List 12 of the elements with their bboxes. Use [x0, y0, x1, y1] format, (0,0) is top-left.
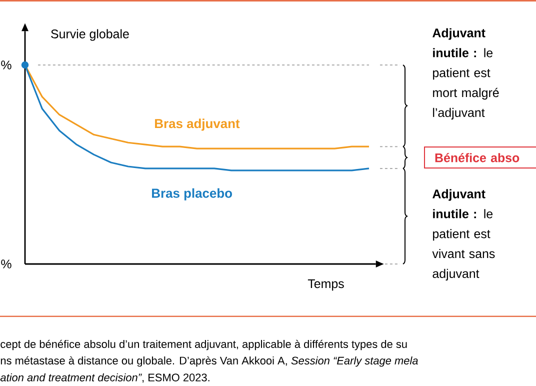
x-axis-title: Temps: [308, 279, 344, 291]
text: ns métastase à distance ou globale. D’après Van Akkooi A, Session “Early stage mela: [0, 356, 418, 367]
text: Adjuvant inutile : le patient est mort malgré l’adjuvant: [432, 28, 499, 120]
text: Adjuvant inutile : le patient est vivant sans adjuvant: [432, 189, 495, 280]
text: cept de bénéfice absolu d’un traitement adjuvant, applicable à différents types de su: [0, 340, 407, 350]
y-axis-title: Survie globale: [51, 29, 129, 41]
text: %: [1, 60, 12, 70]
text: ation and treatment decision”, ESMO 2023.: [0, 373, 210, 383]
text: Bénéfice abso: [435, 152, 520, 162]
series-label: Bras adjuvant: [155, 118, 240, 131]
series-label: Bras placebo: [152, 188, 232, 200]
text: %: [1, 260, 12, 268]
